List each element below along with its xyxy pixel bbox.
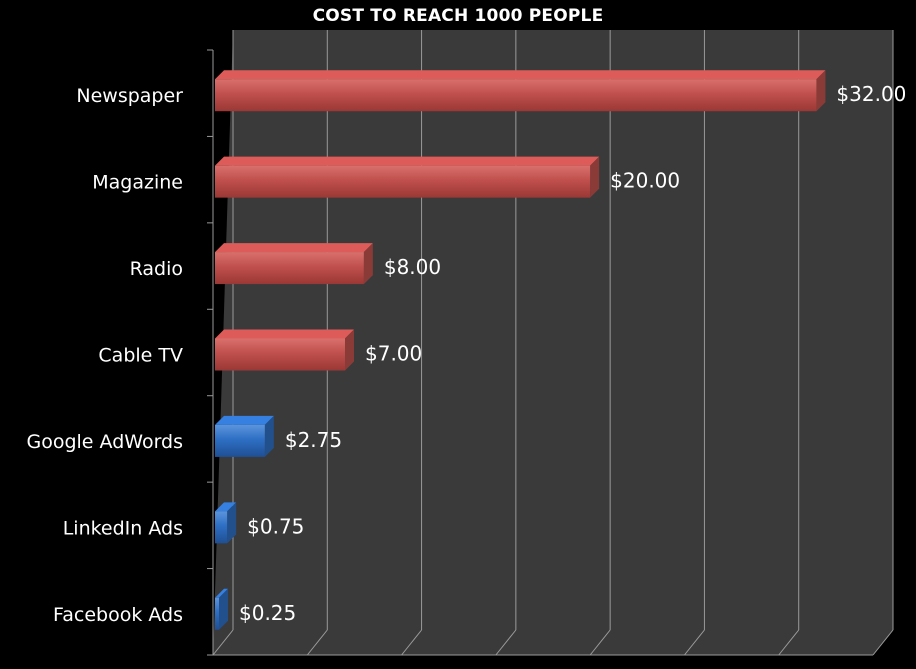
gridline-floor xyxy=(589,629,611,656)
bar-end xyxy=(816,70,826,112)
category-label: Radio xyxy=(130,258,183,280)
bar xyxy=(215,338,345,371)
bar-end xyxy=(363,243,373,285)
bar-top xyxy=(215,243,373,253)
bar-top xyxy=(215,588,228,598)
gridline-floor xyxy=(401,629,422,656)
chart-title: COST TO REACH 1000 PEOPLE xyxy=(312,6,604,26)
bar-top xyxy=(215,156,600,166)
bar xyxy=(215,511,228,544)
bar-top xyxy=(215,502,237,512)
category-label: LinkedIn Ads xyxy=(63,517,183,539)
bar-top xyxy=(215,70,826,80)
gridline-floor xyxy=(212,629,234,656)
category-label: Magazine xyxy=(92,172,183,194)
bar xyxy=(215,79,817,112)
labels: Newspaper $32.00 Magazine $20.00 Radio $8.00 C… xyxy=(27,82,907,626)
gridline-floor xyxy=(872,629,894,656)
value-label: $7.00 xyxy=(365,342,422,366)
bar-end xyxy=(219,588,228,630)
category-label: Google AdWords xyxy=(27,431,184,453)
bar-top xyxy=(215,329,354,339)
bar xyxy=(215,597,219,630)
category-label: Facebook Ads xyxy=(53,604,183,626)
bar-end xyxy=(345,329,354,371)
gridline-floor xyxy=(778,629,800,656)
bar-end xyxy=(590,156,600,198)
bar xyxy=(215,165,591,198)
gridline-floor xyxy=(684,629,705,656)
value-label: $8.00 xyxy=(384,255,441,279)
category-label: Newspaper xyxy=(76,85,183,107)
value-label: $2.75 xyxy=(285,428,342,452)
value-label: $0.25 xyxy=(239,601,296,625)
bars xyxy=(215,70,826,630)
gridline-floor xyxy=(306,629,328,656)
value-label: $20.00 xyxy=(610,169,680,193)
value-label: $0.75 xyxy=(247,514,304,538)
bar-end xyxy=(227,502,237,544)
value-label: $32.00 xyxy=(836,82,906,106)
gridline-floor xyxy=(495,629,517,656)
bar-top xyxy=(215,415,274,425)
bar xyxy=(215,252,364,285)
bar-end xyxy=(264,415,274,457)
bar xyxy=(215,424,265,457)
category-axis xyxy=(207,49,214,656)
category-label: Cable TV xyxy=(98,345,183,367)
